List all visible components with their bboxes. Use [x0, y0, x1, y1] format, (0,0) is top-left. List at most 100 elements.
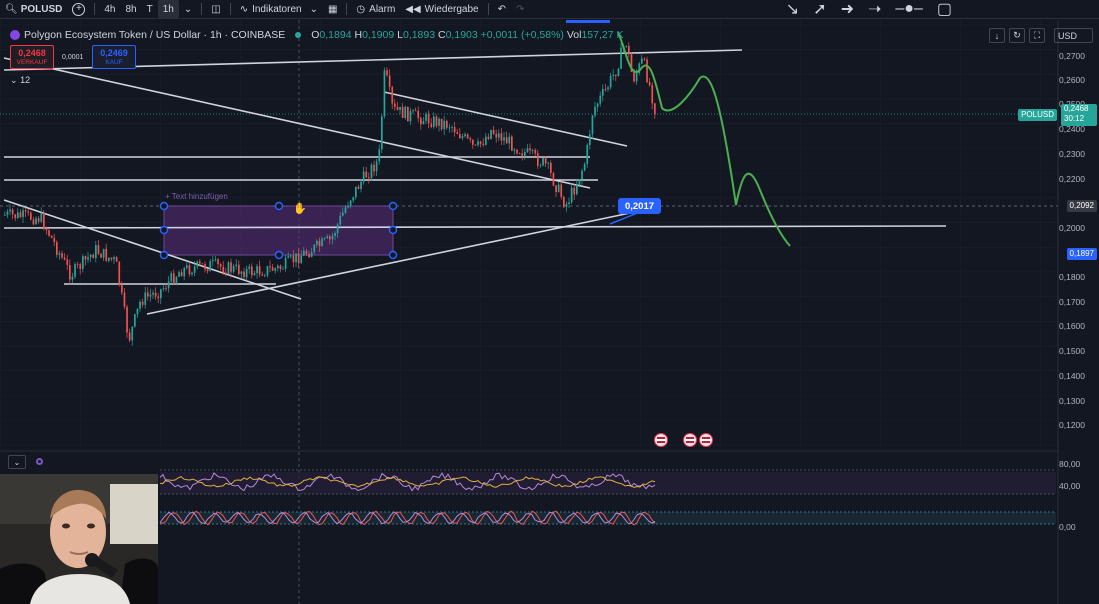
candle-body: [136, 308, 139, 315]
divider: [229, 3, 231, 15]
trendlines[interactable]: [3, 49, 947, 315]
candle-body: [570, 187, 573, 203]
candle-body: [355, 186, 357, 198]
candle-body: [201, 263, 204, 265]
candle-body: [147, 292, 149, 297]
candle-body: [477, 141, 479, 146]
symbol-search[interactable]: 🔍︎ POLUSD: [0, 0, 67, 18]
candle-body: [69, 264, 71, 280]
candle-body: [492, 129, 495, 134]
candle-body: [349, 200, 352, 206]
candle-body: [271, 267, 274, 271]
candle-body: [157, 296, 160, 299]
us-flag-event-icon[interactable]: [683, 433, 697, 447]
candle-body: [251, 266, 253, 276]
candle-body: [396, 106, 399, 110]
rsi-line: [159, 472, 656, 492]
candle-body: [409, 111, 412, 122]
candle-body: [550, 162, 552, 173]
currency-select[interactable]: USD: [1054, 28, 1093, 43]
candle-body: [235, 264, 238, 266]
oscillator-tick: 80,00: [1059, 459, 1081, 469]
candle-body: [531, 150, 534, 151]
replay-label: Wiedergabe: [424, 3, 479, 15]
candle-body: [108, 257, 110, 261]
price-tick: 0,2600: [1059, 75, 1085, 85]
candle-body: [586, 144, 589, 164]
candle-body: [290, 255, 292, 257]
price-tick: 0,2200: [1059, 174, 1085, 184]
add-symbol-button[interactable]: +: [67, 0, 90, 18]
candle-body: [581, 170, 583, 180]
candle-body: [74, 264, 76, 277]
price-tick: 0,1500: [1059, 346, 1085, 356]
candle-body: [443, 120, 446, 130]
candle-body: [482, 143, 485, 145]
us-flag-event-icon[interactable]: [654, 433, 668, 447]
top-marker: [566, 20, 610, 23]
interval-1d[interactable]: T: [146, 3, 153, 15]
ray-tool[interactable]: ➚: [806, 0, 833, 18]
candle-body: [152, 292, 154, 295]
candle-body: [394, 103, 396, 107]
candle-body: [446, 120, 448, 128]
add-text-hint[interactable]: + Text hinzufügen: [165, 192, 228, 201]
candle-body: [178, 272, 180, 277]
price-tick: 0,1300: [1059, 396, 1085, 406]
alarm-button[interactable]: ◷ Alarm: [351, 0, 400, 18]
redo-button[interactable]: ↷: [511, 0, 529, 18]
replay-button[interactable]: ◀◀ Wiedergabe: [400, 0, 483, 18]
candle-body: [243, 271, 245, 278]
rectangle-handles[interactable]: [159, 201, 398, 260]
rsi-band: [160, 472, 1056, 494]
candle-body: [6, 211, 9, 215]
interval-1h[interactable]: 1h: [157, 0, 179, 18]
panel-collapse-button[interactable]: ⌄: [8, 455, 26, 469]
candle-body: [180, 272, 183, 277]
collapse-indicators[interactable]: ⌄ 12: [10, 75, 30, 86]
chart-type-button[interactable]: ◫: [206, 0, 225, 18]
candle-body: [240, 271, 243, 274]
price-range-label[interactable]: 0,2017: [618, 198, 661, 214]
rectangle-tool[interactable]: ▢: [930, 0, 959, 18]
arrow-down-icon[interactable]: ↓: [989, 28, 1005, 43]
interval-8h[interactable]: 8h: [125, 3, 137, 15]
brush-tool[interactable]: ➜: [834, 0, 861, 18]
candle-body: [245, 268, 248, 278]
candle-body: [102, 248, 105, 258]
indicators-button[interactable]: ∿ Indikatoren ⌄: [235, 0, 323, 18]
candle-body: [459, 134, 461, 139]
ray-icon: ➚: [813, 1, 827, 18]
candle-body: [313, 244, 316, 253]
candle-body: [620, 47, 622, 69]
measure-tool[interactable]: ➝: [861, 0, 888, 18]
price-tick: 0,2400: [1059, 124, 1085, 134]
interval-dropdown[interactable]: ⌄: [179, 0, 197, 18]
candle-body: [14, 214, 17, 219]
candle-body: [412, 110, 414, 112]
sell-button[interactable]: 0,2468 VERKAUF: [10, 45, 54, 69]
measure-icon: ➝: [868, 1, 882, 18]
trendline-tool[interactable]: ↘: [779, 0, 806, 18]
candle-body: [45, 229, 48, 231]
candle-body: [292, 255, 295, 263]
candle-body: [214, 259, 217, 261]
layout-button[interactable]: ▦: [323, 0, 342, 18]
oscillator-line: [159, 510, 656, 526]
indicator-settings-icon[interactable]: [36, 458, 43, 465]
candle-body: [128, 332, 131, 341]
fullscreen-icon[interactable]: ⛶: [1029, 28, 1045, 43]
undo-button[interactable]: ↶: [493, 0, 511, 18]
candle-body: [339, 215, 342, 225]
candle-body: [196, 261, 199, 267]
price-tick: 0,1600: [1059, 321, 1085, 331]
refresh-icon[interactable]: ↻: [1009, 28, 1025, 43]
rectangle-drawing[interactable]: [163, 205, 394, 256]
buy-button[interactable]: 0,2469 KAUF: [92, 45, 136, 69]
symbol-label: POLUSD: [20, 3, 63, 15]
us-flag-event-icon[interactable]: [699, 433, 713, 447]
candle-body: [269, 266, 271, 268]
interval-4h[interactable]: 4h: [104, 3, 116, 15]
horizontal-line-tool[interactable]: ‒●‒: [888, 0, 929, 18]
